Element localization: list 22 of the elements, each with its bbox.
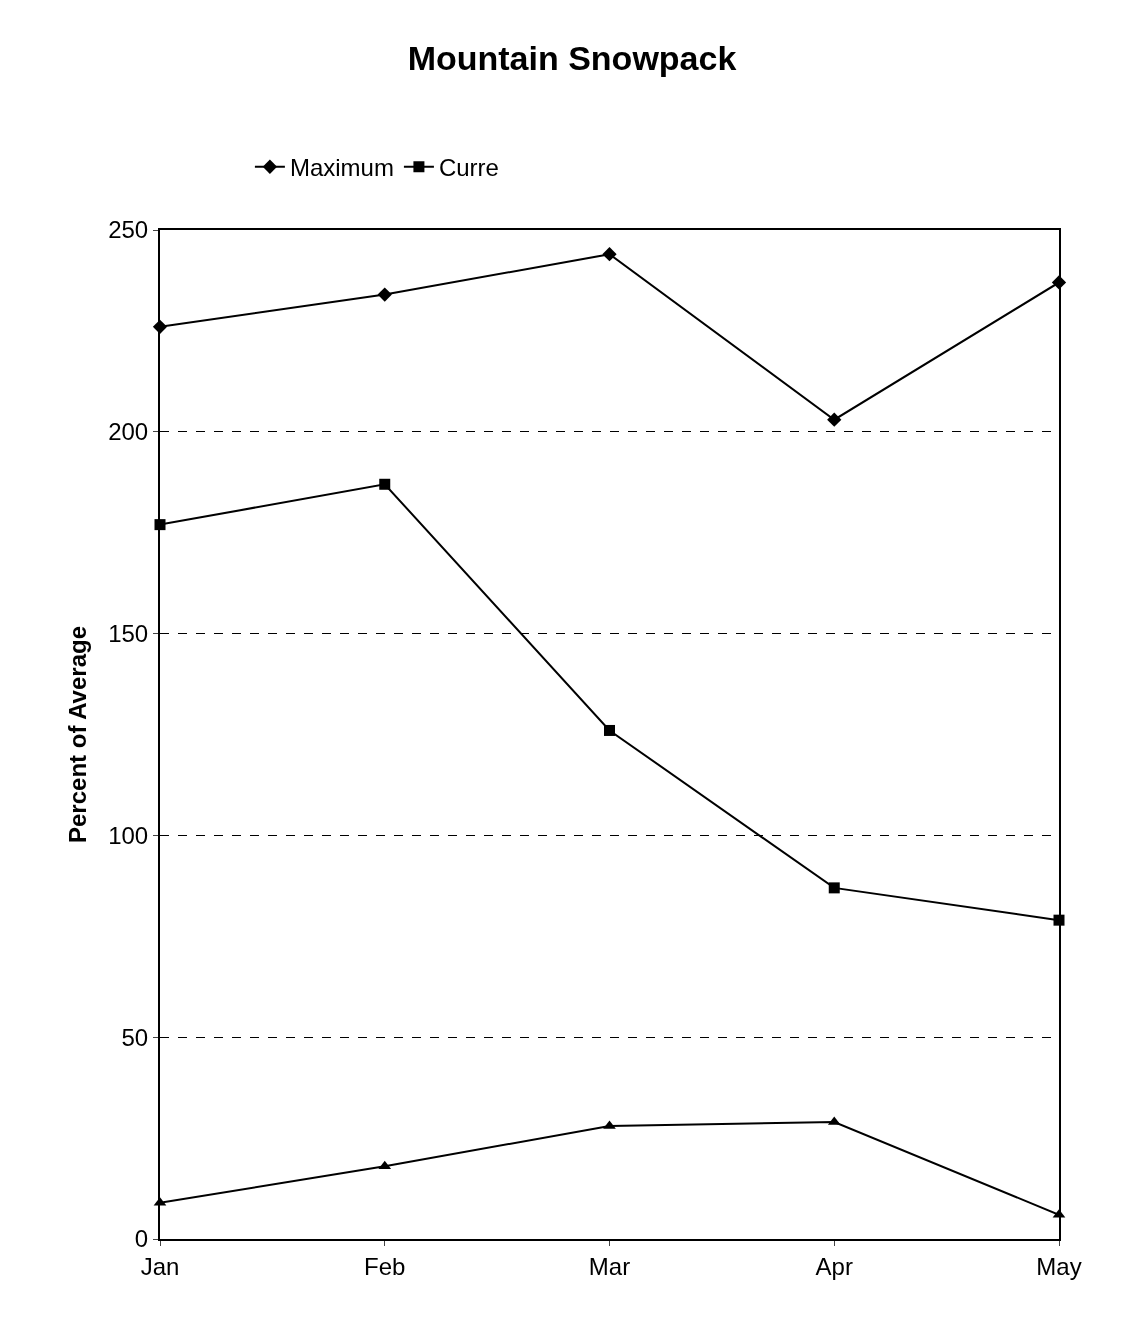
point xyxy=(604,724,615,736)
y-tick-label: 250 xyxy=(108,216,149,244)
y-tick-label: 50 xyxy=(121,1023,149,1051)
y-tick-label: 0 xyxy=(134,1225,149,1253)
y-tick-label: 100 xyxy=(108,821,149,849)
legend-label: Maximum xyxy=(289,154,394,182)
y-tick-label: 150 xyxy=(108,620,149,647)
legend-label: Curre xyxy=(438,154,499,182)
x-tick-label: Jan xyxy=(140,1252,180,1280)
x-tick-label: Apr xyxy=(815,1252,853,1280)
point xyxy=(378,1160,392,1170)
point xyxy=(379,478,391,490)
point xyxy=(377,287,392,302)
point xyxy=(602,247,617,262)
x-tick-label: May xyxy=(1036,1252,1082,1280)
chart-title: Mountain Snowpack xyxy=(407,39,737,78)
y-tick-label: 200 xyxy=(108,418,149,446)
point xyxy=(827,412,842,427)
y-axis-title: Percent of Average xyxy=(63,626,91,843)
point xyxy=(828,882,840,894)
x-tick-label: Mar xyxy=(588,1252,631,1280)
x-tick-label: Feb xyxy=(364,1252,406,1280)
